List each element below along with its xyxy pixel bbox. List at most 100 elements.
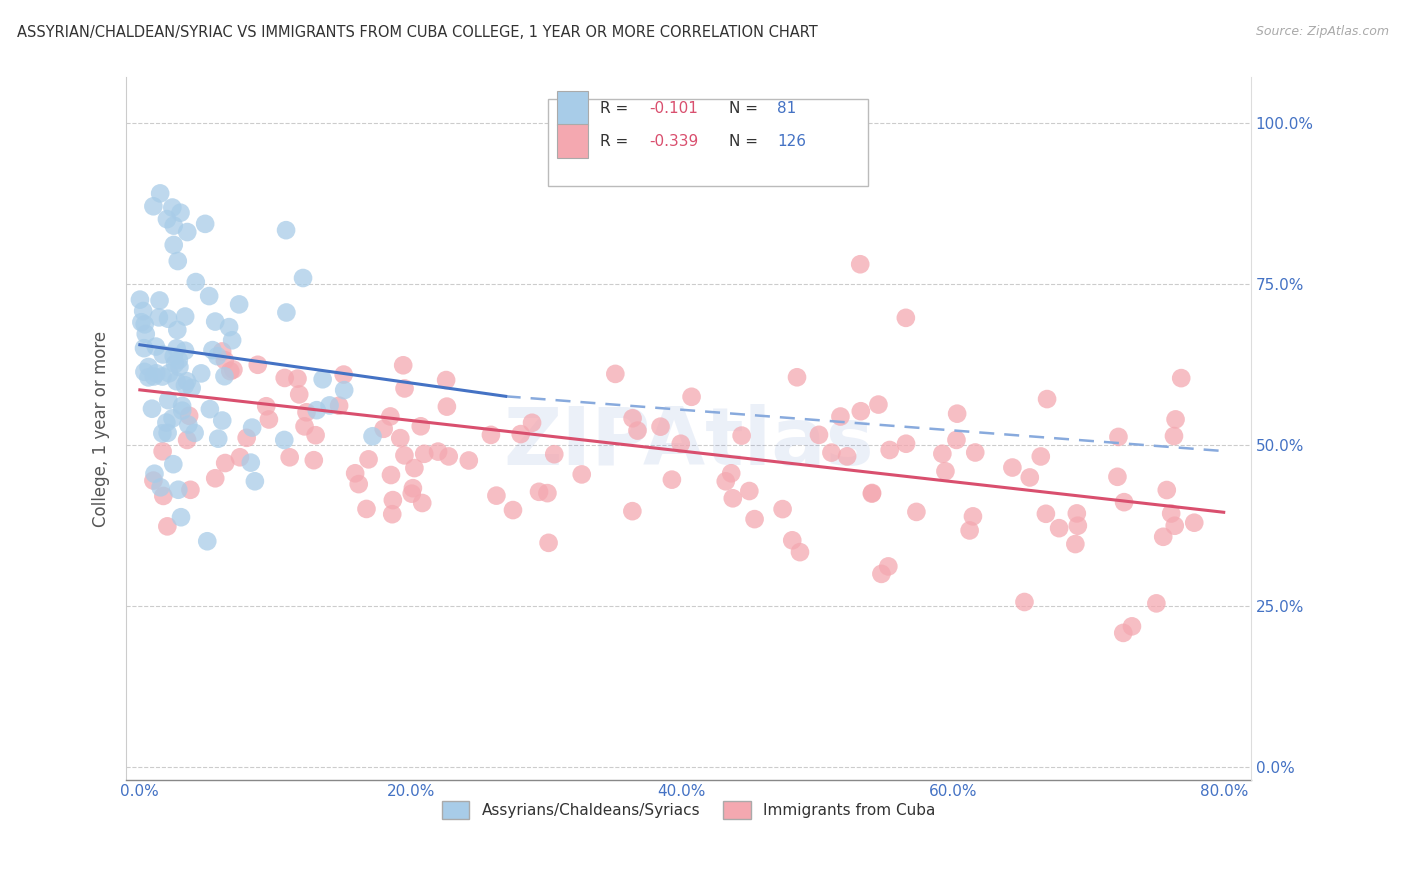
Point [273,433,295,447]
Point [1144,596,1167,610]
Point [894,436,917,450]
Point [434,373,457,387]
Text: ZIPAtlas: ZIPAtlas [503,403,875,482]
Point [156,212,179,227]
Point [198,402,221,417]
Point [1164,518,1187,533]
Point [149,186,172,201]
Point [411,496,433,510]
Point [142,474,165,488]
Point [520,416,543,430]
Point [502,503,524,517]
Point [221,333,243,347]
Point [380,468,402,483]
Point [179,409,201,423]
Point [273,371,295,385]
Point [333,383,356,397]
Bar [557,125,589,158]
Point [176,225,198,239]
Point [169,205,191,219]
Point [135,326,157,341]
Point [738,483,761,498]
Point [214,353,236,368]
Point [401,486,423,500]
Point [134,365,156,379]
Point [211,344,233,359]
Point [166,342,188,356]
Y-axis label: College, 1 year or more: College, 1 year or more [93,330,110,526]
Point [849,404,872,418]
Point [138,370,160,384]
Point [879,442,901,457]
Point [436,400,458,414]
Point [148,293,170,308]
Point [394,381,416,395]
Point [347,477,370,491]
Point [1067,518,1090,533]
Point [129,293,152,307]
Point [772,502,794,516]
Point [287,371,309,385]
Point [194,217,217,231]
Point [621,504,644,518]
Point [1107,470,1129,484]
Point [152,489,174,503]
Point [177,417,200,432]
Point [190,367,212,381]
Point [1029,450,1052,464]
Point [176,374,198,388]
Point [650,419,672,434]
Text: 126: 126 [778,134,807,149]
Point [479,428,502,442]
Point [218,320,240,334]
Point [201,343,224,357]
Point [894,310,917,325]
Point [1047,521,1070,535]
Point [219,364,242,378]
Point [172,399,194,413]
Point [780,533,803,548]
Point [157,366,180,380]
Point [162,457,184,471]
Point [311,372,333,386]
Point [959,524,981,538]
Point [721,491,744,506]
Point [381,493,404,508]
Point [143,467,166,481]
Point [1064,537,1087,551]
Point [537,536,560,550]
Point [180,381,202,395]
Point [389,431,412,445]
Point [222,362,245,376]
Point [543,447,565,461]
Point [789,545,811,559]
Point [427,444,450,458]
Point [145,367,167,381]
Point [157,393,180,408]
Point [195,534,218,549]
Point [868,398,890,412]
Point [254,399,277,413]
Point [409,419,432,434]
Point [945,433,967,447]
Point [328,399,350,413]
Point [437,450,460,464]
Point [1182,516,1205,530]
Point [1163,429,1185,443]
Point [1156,483,1178,497]
Point [157,311,180,326]
Point [661,473,683,487]
Text: R =: R = [600,134,633,149]
Point [527,484,550,499]
Text: Source: ZipAtlas.com: Source: ZipAtlas.com [1256,25,1389,38]
Text: R =: R = [600,101,633,116]
Point [142,369,165,384]
Point [1014,595,1036,609]
Point [830,409,852,424]
Point [965,445,987,459]
Point [669,436,692,450]
Point [292,271,315,285]
Point [167,353,190,368]
Point [278,450,301,465]
Point [332,368,354,382]
